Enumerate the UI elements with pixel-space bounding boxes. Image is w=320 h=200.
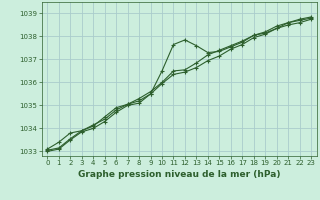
X-axis label: Graphe pression niveau de la mer (hPa): Graphe pression niveau de la mer (hPa) (78, 170, 280, 179)
